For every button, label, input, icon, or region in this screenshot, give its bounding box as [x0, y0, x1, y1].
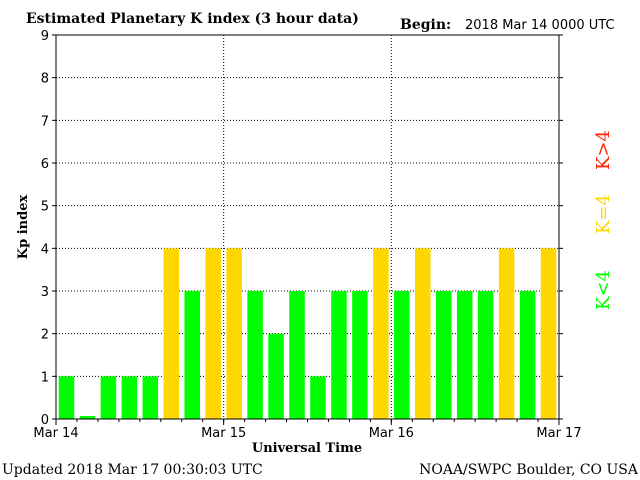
kp-bar — [268, 333, 284, 419]
kp-bar — [121, 376, 138, 419]
x-tick-label: Mar 14 — [33, 426, 78, 441]
kp-bar — [435, 291, 452, 419]
y-tick-label: 5 — [41, 200, 49, 215]
x-tick-label: Mar 17 — [536, 426, 581, 441]
x-tick-label: Mar 15 — [201, 426, 246, 441]
kp-bar — [456, 291, 473, 419]
kp-bar — [373, 248, 389, 419]
kp-bar — [142, 376, 159, 419]
legend-below: K<4 — [593, 270, 614, 310]
kp-bar — [310, 376, 326, 419]
y-tick-label: 7 — [41, 114, 49, 129]
kp-bar — [519, 291, 536, 419]
kp-bar — [163, 248, 180, 419]
kp-bar — [352, 291, 368, 419]
kp-bar — [477, 291, 494, 419]
kp-bar — [205, 248, 221, 419]
y-tick-label: 3 — [41, 285, 49, 300]
begin-value: 2018 Mar 14 0000 UTC — [465, 18, 615, 33]
legend-above: K>4 — [593, 130, 614, 170]
y-tick-label: 1 — [41, 370, 49, 385]
legend-equal: K=4 — [593, 194, 614, 234]
kp-bar — [394, 291, 410, 419]
kp-bar — [498, 248, 515, 419]
y-tick-label: 8 — [41, 72, 49, 87]
updated-text: Updated 2018 Mar 17 00:30:03 UTC — [2, 462, 263, 478]
kp-bar — [184, 291, 200, 419]
kp-bar — [100, 376, 117, 419]
y-axis-title: Kp index — [16, 195, 31, 260]
grid-lines — [56, 35, 559, 419]
kp-bar — [247, 291, 263, 419]
y-tick-label: 2 — [41, 328, 49, 343]
y-tick-label: 0 — [41, 413, 49, 428]
chart-title: Estimated Planetary K index (3 hour data… — [26, 11, 359, 27]
x-axis-title: Universal Time — [252, 441, 362, 456]
kp-bar — [415, 248, 431, 419]
kp-bar — [540, 248, 557, 419]
x-tick-labels: Mar 14 Mar 15 Mar 16 Mar 17 — [33, 426, 581, 441]
y-tick-label: 6 — [41, 157, 49, 172]
source-text: NOAA/SWPC Boulder, CO USA — [419, 462, 639, 478]
kp-bar — [289, 291, 305, 419]
begin-label: Begin: — [400, 17, 451, 33]
kp-bar — [58, 376, 75, 419]
y-tick-label: 9 — [41, 29, 49, 44]
kp-bar — [226, 248, 242, 419]
tick-marks — [52, 34, 563, 425]
bars — [58, 248, 557, 419]
x-tick-label: Mar 16 — [369, 426, 414, 441]
kp-bar — [79, 416, 96, 419]
kp-bar — [331, 291, 347, 419]
y-tick-labels: 0 1 2 3 4 5 6 7 8 9 — [41, 29, 49, 428]
y-tick-label: 4 — [41, 242, 49, 257]
